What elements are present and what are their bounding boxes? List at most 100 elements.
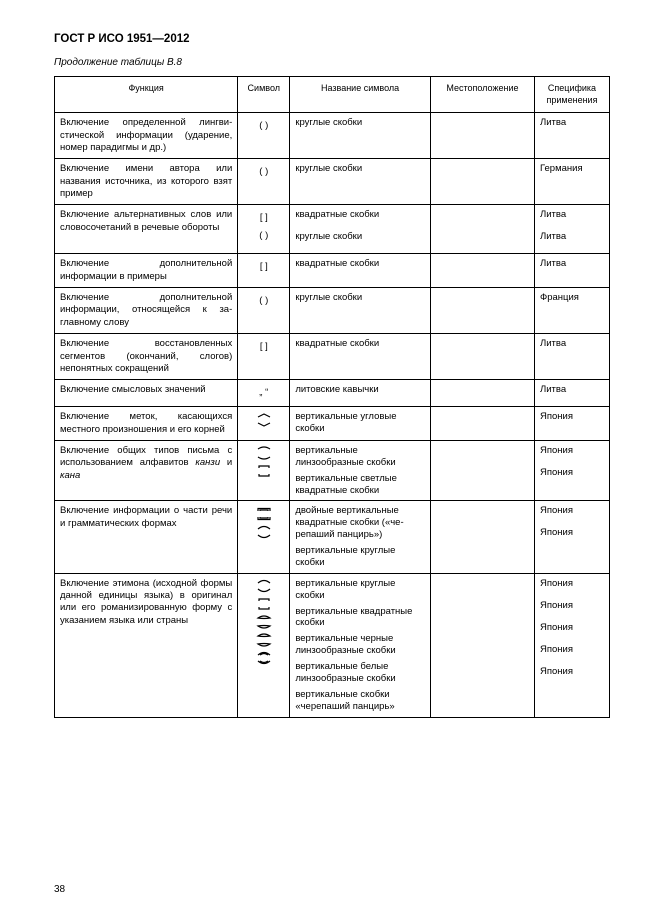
function-cell: Включение этимона (исходной формы данной… (55, 573, 238, 717)
location-cell (430, 288, 534, 334)
symbol-cell: [ ] (238, 334, 290, 380)
symbol-cell: „ “ (238, 380, 290, 407)
vsquare-light-icon (255, 464, 273, 478)
name-cell: вертикальные круглые скобкивертикальные … (290, 573, 431, 717)
col-location: Местоположение (430, 77, 534, 113)
col-name: Название символа (290, 77, 431, 113)
application-cell: Литва (535, 334, 610, 380)
name-cell: вертикальные угловые скобки (290, 407, 431, 441)
symbol-cell (238, 501, 290, 573)
location-cell (430, 113, 534, 159)
symbol-cell (238, 440, 290, 501)
table-row: Включение определенной лингви­стической … (55, 113, 610, 159)
document-page: ГОСТ Р ИСО 1951—2012 Продолжение таблицы… (0, 0, 646, 913)
location-cell (430, 440, 534, 501)
symbol-cell: ( ) (238, 288, 290, 334)
name-cell: двойные вертикальные квадратные скобки (… (290, 501, 431, 573)
symbol: ( ) (243, 163, 284, 181)
vlens-black-icon (255, 615, 273, 629)
table-row: Включение альтернативных слов или словос… (55, 205, 610, 254)
function-cell: Включение меток, касающихся местного про… (55, 407, 238, 441)
symbol: ( ) (243, 117, 284, 135)
symbol (243, 411, 284, 429)
vlens-white-icon (255, 633, 273, 647)
name-cell: квадратные скобкикруглые скобки (290, 205, 431, 254)
symbol (243, 523, 284, 541)
table-row: Включение дополнительной информации, отн… (55, 288, 610, 334)
symbols-table: Функция Символ Название символа Местопол… (54, 76, 610, 718)
function-cell: Включение определенной лингви­стической … (55, 113, 238, 159)
table-row: Включение информации о части речи и грам… (55, 501, 610, 573)
location-cell (430, 573, 534, 717)
table-caption: Продолжение таблицы В.8 (54, 57, 610, 68)
application-cell: ЯпонияЯпонияЯпонияЯпонияЯпония (535, 573, 610, 717)
vshell-icon (255, 651, 273, 665)
symbol (243, 596, 284, 614)
symbol-cell (238, 407, 290, 441)
name-cell: круглые скобки (290, 159, 431, 205)
application-cell: Литва (535, 113, 610, 159)
symbol-cell: ( ) (238, 159, 290, 205)
location-cell (430, 380, 534, 407)
vround-icon (255, 525, 273, 539)
table-row: Включение этимона (исходной формы данной… (55, 573, 610, 717)
vsquare-icon (255, 597, 273, 611)
application-cell: Германия (535, 159, 610, 205)
application-cell: Литва (535, 254, 610, 288)
application-cell: Япония (535, 407, 610, 441)
symbol: ( ) (243, 227, 284, 245)
symbol: „ “ (243, 384, 284, 402)
standard-code: ГОСТ Р ИСО 1951—2012 (54, 33, 610, 45)
location-cell (430, 254, 534, 288)
table-row: Включение общих типов письма с использов… (55, 440, 610, 501)
col-func: Функция (55, 77, 238, 113)
col-symbol: Символ (238, 77, 290, 113)
vround-icon (255, 579, 273, 593)
name-cell: литовские кавычки (290, 380, 431, 407)
function-cell: Включение имени автора или названия исто… (55, 159, 238, 205)
symbol (243, 463, 284, 481)
table-row: Включение смысловых значений „ “ литовские… (55, 380, 610, 407)
table-row: Включение дополнительной информации в пр… (55, 254, 610, 288)
col-app: Специфика применения (535, 77, 610, 113)
application-cell: Литва (535, 380, 610, 407)
symbol (243, 614, 284, 632)
symbol: [ ] (243, 258, 284, 276)
application-cell: ЯпонияЯпония (535, 501, 610, 573)
table-row: Включение восстановленных сегментов (око… (55, 334, 610, 380)
symbol-cell (238, 573, 290, 717)
vlens-solid-icon (255, 446, 273, 460)
function-cell: Включение дополнительной информации в пр… (55, 254, 238, 288)
page-number: 38 (54, 884, 65, 895)
location-cell (430, 205, 534, 254)
function-cell: Включение восстановленных сегментов (око… (55, 334, 238, 380)
symbol (243, 650, 284, 668)
name-cell: круглые скобки (290, 288, 431, 334)
vdouble-square-icon (255, 507, 273, 521)
table-row: Включение меток, касающихся местного про… (55, 407, 610, 441)
symbol: [ ] (243, 209, 284, 227)
symbol-cell: ( ) (238, 113, 290, 159)
application-cell: ЛитваЛитва (535, 205, 610, 254)
function-cell: Включение смысловых значений (55, 380, 238, 407)
vangle-icon (255, 413, 273, 427)
function-cell: Включение дополнительной информации, отн… (55, 288, 238, 334)
symbol (243, 505, 284, 523)
name-cell: квадратные скобки (290, 334, 431, 380)
location-cell (430, 334, 534, 380)
table-header-row: Функция Символ Название символа Местопол… (55, 77, 610, 113)
name-cell: круглые скобки (290, 113, 431, 159)
symbol (243, 632, 284, 650)
symbol: [ ] (243, 338, 284, 356)
function-cell: Включение информации о части речи и грам… (55, 501, 238, 573)
symbol-cell: [ ]( ) (238, 205, 290, 254)
table-row: Включение имени автора или названия исто… (55, 159, 610, 205)
location-cell (430, 159, 534, 205)
name-cell: вертикальные линзообразные скобкивертика… (290, 440, 431, 501)
symbol (243, 445, 284, 463)
application-cell: ЯпонияЯпония (535, 440, 610, 501)
symbol (243, 578, 284, 596)
function-cell: Включение общих типов письма с использов… (55, 440, 238, 501)
application-cell: Франция (535, 288, 610, 334)
symbol: ( ) (243, 292, 284, 310)
